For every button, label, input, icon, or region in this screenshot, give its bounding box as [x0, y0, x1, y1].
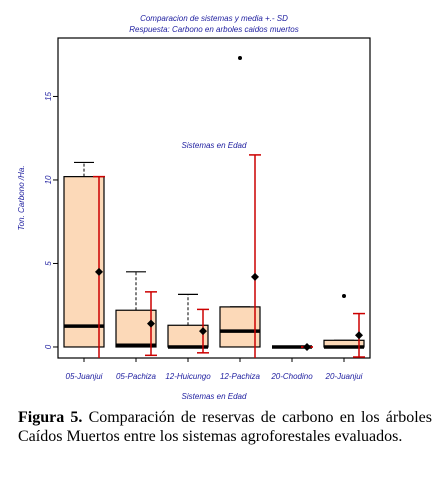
plot-area — [63, 56, 365, 358]
mean — [199, 327, 207, 336]
x-tick-label: 05-Juanjui — [66, 372, 103, 381]
caption-label: Figura 5. — [18, 409, 83, 426]
chart: Comparacion de sistemas y media +.- SD R… — [17, 14, 371, 400]
mean — [147, 319, 155, 328]
box — [219, 306, 261, 348]
mean — [355, 331, 363, 340]
y-tick-label: 5 — [44, 261, 53, 266]
caption: Figura 5. Comparación de reservas de car… — [18, 408, 432, 446]
chart-title: Comparacion de sistemas y media +.- SD — [140, 14, 288, 23]
y-axis-label: Ton. Carbono /Ha. — [17, 165, 26, 230]
y-tick-label: 0 — [44, 344, 53, 349]
caption-text: Comparación de reservas de carbono en lo… — [18, 409, 433, 445]
x-tick-label: 20-Chodino — [270, 372, 313, 381]
y-tick-label: 10 — [44, 175, 53, 184]
mean — [251, 272, 259, 281]
x-tick-label: 12-Huicungo — [165, 372, 211, 381]
x-tick-label: 12-Pachiza — [220, 372, 261, 381]
x-tick-label: 20-Juanjui — [325, 372, 363, 381]
plot-frame — [57, 37, 371, 359]
mean — [303, 342, 311, 351]
x-tick-label: 05-Pachiza — [116, 372, 157, 381]
box — [115, 309, 157, 348]
x-axis-label: Sistemas en Edad — [182, 392, 247, 400]
mean — [95, 267, 103, 276]
y-tick-label: 15 — [44, 91, 53, 100]
annotation: Sistemas en Edad — [182, 141, 247, 150]
outlier — [342, 294, 346, 299]
box — [63, 176, 105, 348]
outlier — [238, 56, 242, 61]
chart-subtitle: Respuesta: Carbono en arboles caidos mue… — [129, 25, 298, 34]
